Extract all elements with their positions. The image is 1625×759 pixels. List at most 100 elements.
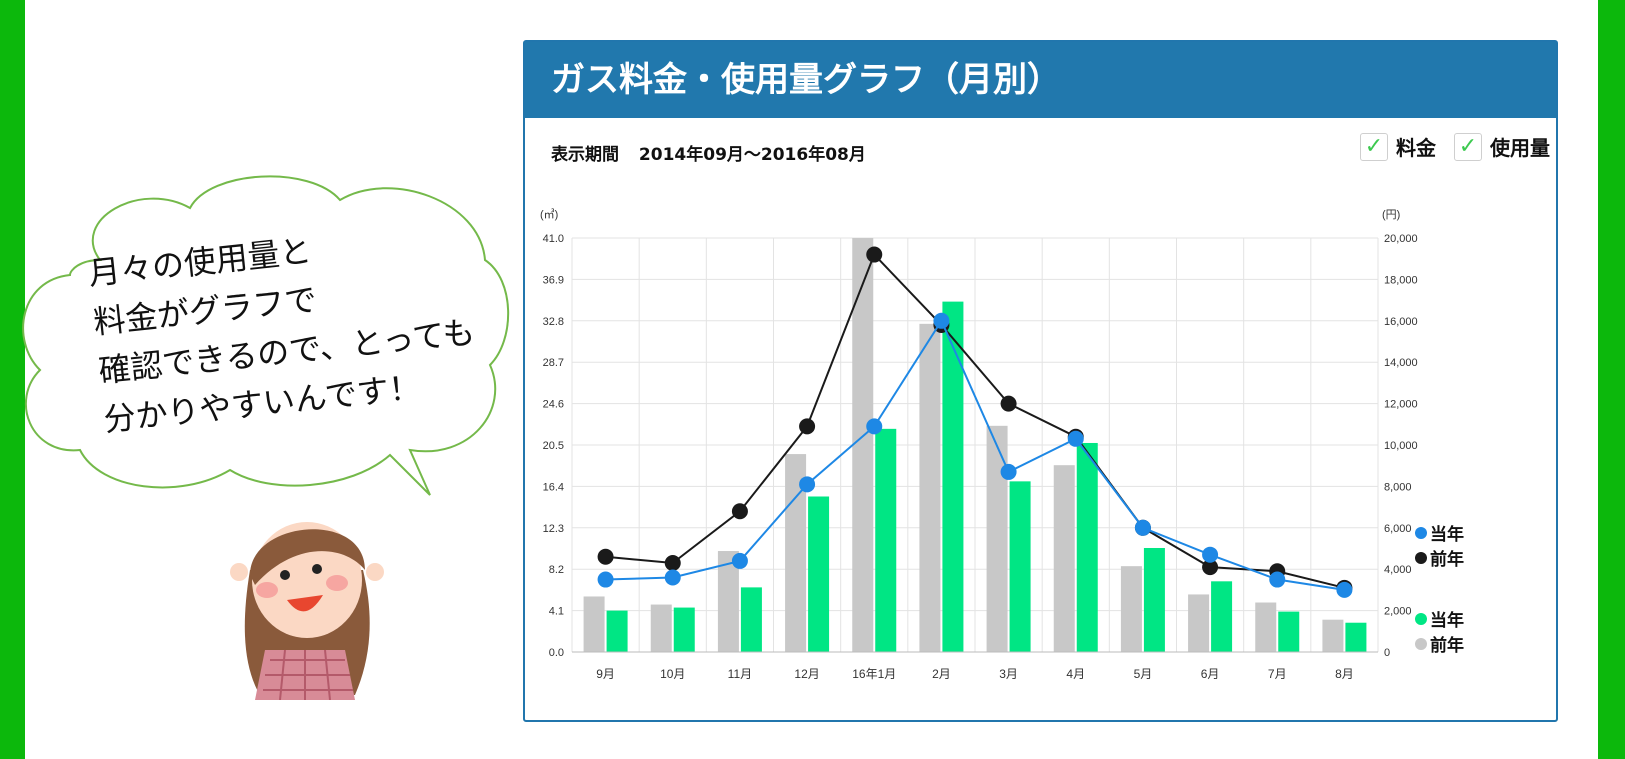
y-right-tick-label: 18,000: [1384, 274, 1418, 286]
y-right-tick-label: 2,000: [1384, 606, 1412, 618]
x-tick-label: 4月: [1066, 667, 1085, 681]
legend-label: 前年: [1430, 550, 1464, 570]
y-left-tick-label: 12.3: [543, 523, 564, 535]
chart-legend: 当年 前年 当年 前年: [1415, 520, 1464, 656]
y-right-tick-label: 4,000: [1384, 564, 1412, 576]
point-current: [1202, 546, 1219, 563]
y-right-tick-label: 6,000: [1384, 523, 1412, 535]
bar-current: [808, 496, 830, 652]
y-right-tick-label: 10,000: [1384, 440, 1418, 452]
y-right-tick-label: 0: [1384, 647, 1390, 659]
point-current: [1134, 519, 1151, 536]
bar-previous: [717, 551, 739, 652]
bar-current: [606, 610, 628, 652]
legend-label: 前年: [1430, 636, 1464, 656]
bar-current: [1143, 547, 1165, 652]
point-previous: [731, 503, 748, 520]
x-tick-label: 9月: [596, 667, 615, 681]
bar-current: [1345, 622, 1367, 652]
legend-dot: [1415, 551, 1427, 564]
y-left-tick-label: 20.5: [543, 440, 564, 452]
bar-current: [875, 428, 897, 652]
y-left-tick-label: 0.0: [549, 647, 564, 659]
y-left-tick-label: 4.1: [549, 606, 564, 618]
gas-chart-panel: ガス料金・使用量グラフ（月別） 表示期間 2014年09月～2016年08月 ✓…: [523, 40, 1558, 722]
y-left-unit: (㎥): [540, 208, 558, 221]
point-current: [799, 476, 816, 493]
panel-title: ガス料金・使用量グラフ（月別）: [525, 42, 1556, 118]
y-right-tick-label: 12,000: [1384, 399, 1418, 411]
bar-current: [942, 301, 964, 652]
point-previous: [597, 548, 614, 565]
bar-previous: [1188, 594, 1210, 652]
bar-previous: [1322, 619, 1344, 652]
point-current: [597, 571, 614, 588]
y-left-tick-label: 24.6: [543, 399, 564, 411]
period-label: 表示期間: [551, 145, 619, 165]
bar-current: [1076, 442, 1098, 652]
y-right-tick-label: 20,000: [1384, 233, 1418, 245]
point-previous: [799, 418, 816, 435]
display-period: 表示期間 2014年09月～2016年08月: [551, 140, 866, 165]
toggle-usage-label: 使用量: [1490, 136, 1550, 160]
point-current: [664, 569, 681, 586]
y-right-tick-label: 8,000: [1384, 481, 1412, 493]
bar-current: [1211, 581, 1233, 652]
x-tick-label: 8月: [1335, 667, 1354, 681]
point-previous: [1202, 559, 1219, 576]
bar-previous: [852, 238, 874, 652]
point-current: [1336, 581, 1353, 598]
bar-previous: [583, 596, 605, 652]
toggle-usage[interactable]: ✓ 使用量: [1454, 132, 1550, 161]
girl-illustration: [230, 522, 384, 700]
y-left-tick-label: 36.9: [543, 274, 564, 286]
x-tick-label: 12月: [794, 667, 819, 681]
toggle-fee[interactable]: ✓ 料金: [1360, 132, 1436, 161]
legend-line-previous: 前年: [1415, 545, 1464, 570]
bar-previous: [919, 323, 941, 652]
legend-dot: [1415, 526, 1427, 539]
legend-dot: [1415, 612, 1427, 625]
legend-line-current: 当年: [1415, 520, 1464, 545]
left-green-border: [0, 0, 25, 759]
legend-dot: [1415, 637, 1427, 650]
checkmark-icon[interactable]: ✓: [1360, 132, 1388, 161]
point-previous: [1000, 395, 1017, 412]
point-previous: [664, 554, 681, 571]
bar-current: [673, 607, 695, 652]
bar-previous: [1053, 465, 1075, 652]
x-tick-label: 11月: [728, 667, 752, 681]
y-right-unit: (円): [1382, 209, 1400, 221]
series-toggles: ✓ 料金 ✓ 使用量: [1360, 132, 1550, 161]
line-current: [605, 318, 1345, 591]
checkmark-icon[interactable]: ✓: [1454, 132, 1482, 161]
y-left-tick-label: 16.4: [543, 481, 564, 493]
speech-bubble: [22, 175, 510, 496]
bar-previous: [650, 604, 672, 652]
point-current: [1067, 430, 1084, 447]
legend-label: 当年: [1430, 525, 1464, 545]
legend-bar-previous: 前年: [1415, 631, 1464, 656]
gas-usage-fee-chart: 0.0 4.1 8.2 12.3 16.4 20.5 24.6 28.7 32.8 36.9 41.…: [540, 208, 1418, 681]
legend-label: 当年: [1430, 611, 1464, 631]
period-range: 2014年09月～2016年08月: [638, 145, 866, 165]
x-tick-label: 10月: [660, 667, 685, 681]
line-previous: [605, 252, 1345, 589]
bar-current: [740, 587, 762, 652]
x-tick-label: 3月: [999, 667, 1018, 681]
point-current: [1000, 463, 1017, 480]
y-right-tick-label: 16,000: [1384, 316, 1418, 328]
x-tick-label: 5月: [1134, 667, 1153, 681]
point-current: [866, 418, 883, 435]
right-green-border: [1598, 0, 1625, 759]
point-previous: [866, 246, 883, 263]
bar-previous: [1120, 566, 1142, 652]
y-left-tick-label: 8.2: [549, 564, 564, 576]
bar-previous: [986, 425, 1008, 652]
y-left-tick-label: 41.0: [543, 233, 564, 245]
x-tick-label: 2月: [932, 667, 951, 681]
x-tick-label: 7月: [1268, 667, 1287, 681]
y-right-tick-label: 14,000: [1384, 357, 1418, 369]
point-current: [933, 312, 950, 329]
point-current: [731, 552, 748, 569]
